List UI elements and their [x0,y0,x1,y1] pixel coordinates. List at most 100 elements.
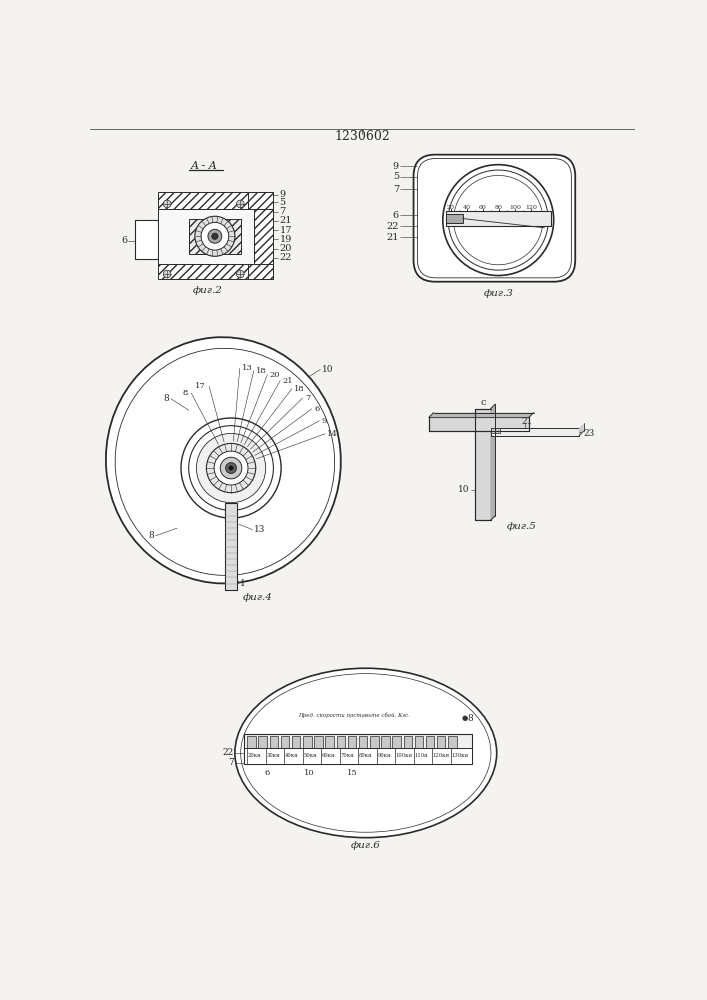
Circle shape [454,175,543,265]
Text: 9: 9 [279,190,286,199]
Text: 6: 6 [314,405,320,413]
Circle shape [236,270,244,278]
Polygon shape [491,404,495,520]
Bar [446,211,551,226]
Text: фиг.4: фиг.4 [243,593,272,602]
Polygon shape [579,423,584,436]
Text: 17: 17 [194,382,205,390]
Circle shape [201,222,229,250]
Text: 110н: 110н [414,753,428,758]
Text: 23: 23 [583,429,594,438]
Ellipse shape [235,668,497,838]
Bar [247,736,256,748]
Bar [415,736,423,748]
Circle shape [197,433,266,503]
Bar [244,734,472,764]
Bar [348,736,356,748]
Bar [370,736,378,748]
Bar [254,209,274,264]
Text: 8: 8 [467,714,473,723]
Bar [426,736,434,748]
Bar [244,748,472,764]
Text: 40: 40 [462,205,471,210]
Text: 30кн: 30кн [267,753,280,758]
Text: 10: 10 [457,485,469,494]
Text: c: c [480,398,486,407]
Text: фиг.2: фиг.2 [193,286,223,295]
Circle shape [443,165,554,276]
Text: 50кн: 50кн [303,753,317,758]
FancyBboxPatch shape [414,155,575,282]
Text: A - A: A - A [191,161,218,171]
Bar [269,736,278,748]
Circle shape [212,233,218,239]
Circle shape [208,229,222,243]
Text: 22: 22 [279,253,292,262]
Text: 8: 8 [164,394,170,403]
Text: Пред. скорости поставьте сбой. Кгс.: Пред. скорости поставьте сбой. Кгс. [298,712,410,718]
Text: 22: 22 [223,748,234,757]
Circle shape [226,463,236,473]
Text: 7: 7 [305,394,310,402]
Circle shape [214,451,248,485]
Text: 130кн: 130кн [451,753,469,758]
Text: 1: 1 [240,579,246,588]
Text: 60: 60 [479,205,487,210]
Circle shape [236,200,244,208]
Text: 8: 8 [148,531,154,540]
Bar [292,736,300,748]
Text: 21: 21 [521,417,532,426]
Text: 21: 21 [387,233,399,242]
Circle shape [448,170,549,270]
Text: 80кн: 80кн [359,753,373,758]
Circle shape [206,443,256,493]
Bar [325,736,334,748]
Text: 90кн: 90кн [378,753,391,758]
Circle shape [229,466,233,470]
Bar [475,409,491,520]
Bar [248,192,274,209]
Bar [281,736,289,748]
Text: 40кн: 40кн [285,753,298,758]
Circle shape [195,216,235,256]
Text: 21: 21 [283,377,293,385]
Polygon shape [429,413,534,417]
Text: 21: 21 [279,216,292,225]
Bar [381,736,390,748]
Text: 120: 120 [525,205,537,210]
Text: 60кн: 60кн [322,753,336,758]
Text: 70кн: 70кн [340,753,354,758]
Circle shape [163,270,171,278]
Bar [135,220,158,259]
Bar [135,220,158,259]
Text: 120кн: 120кн [433,753,450,758]
Bar [158,209,254,264]
Text: 20: 20 [269,371,280,379]
Text: фиг.5: фиг.5 [506,522,537,531]
Text: 5: 5 [279,198,286,207]
Bar [189,219,241,254]
Circle shape [181,418,281,518]
Text: 15: 15 [346,769,357,777]
Bar [158,264,274,279]
Text: 13: 13 [254,525,266,534]
Text: фиг.3: фиг.3 [484,289,513,298]
Text: 6: 6 [264,769,270,777]
Text: 14: 14 [327,430,339,438]
Text: 13: 13 [242,364,253,372]
Text: 17: 17 [279,226,292,235]
Circle shape [163,200,171,208]
Text: 7: 7 [279,207,286,216]
Text: 5: 5 [393,172,399,181]
Text: 20: 20 [447,205,455,210]
Bar [437,736,445,748]
Text: 1230602: 1230602 [334,130,390,143]
Text: 10: 10 [322,365,334,374]
Text: 18: 18 [256,367,267,375]
Text: 9: 9 [393,162,399,171]
Circle shape [221,457,242,479]
Bar [225,503,238,590]
Text: 10: 10 [304,769,315,777]
Bar [359,736,368,748]
Bar [314,736,322,748]
